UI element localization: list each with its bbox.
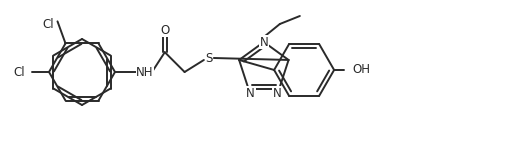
Text: S: S bbox=[205, 52, 213, 64]
Text: N: N bbox=[273, 86, 281, 100]
Text: N: N bbox=[260, 36, 268, 49]
Text: OH: OH bbox=[352, 63, 370, 76]
Text: NH: NH bbox=[136, 65, 154, 79]
Text: Cl: Cl bbox=[43, 18, 55, 31]
Text: N: N bbox=[246, 86, 255, 100]
Text: Cl: Cl bbox=[13, 65, 25, 79]
Text: O: O bbox=[160, 24, 170, 37]
